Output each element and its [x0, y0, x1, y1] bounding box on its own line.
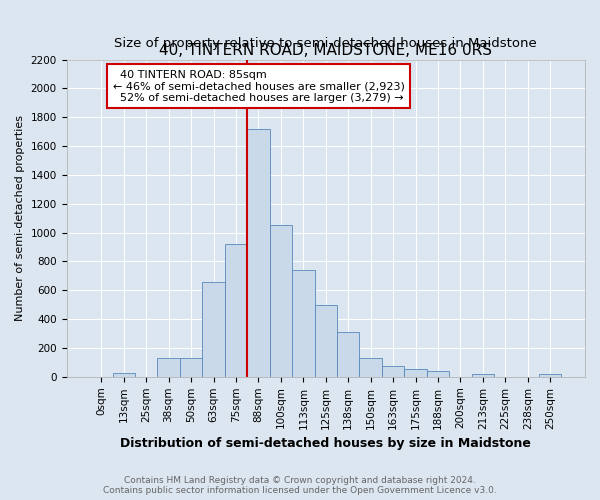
- Bar: [539, 374, 562, 377]
- Bar: [472, 374, 494, 377]
- Bar: [225, 244, 247, 377]
- Bar: [292, 270, 314, 377]
- Bar: [113, 373, 135, 377]
- Bar: [382, 366, 404, 377]
- Bar: [404, 369, 427, 377]
- Y-axis label: Number of semi-detached properties: Number of semi-detached properties: [15, 115, 25, 321]
- Bar: [427, 371, 449, 377]
- X-axis label: Distribution of semi-detached houses by size in Maidstone: Distribution of semi-detached houses by …: [121, 437, 531, 450]
- Text: Size of property relative to semi-detached houses in Maidstone: Size of property relative to semi-detach…: [115, 37, 537, 50]
- Text: 40 TINTERN ROAD: 85sqm
← 46% of semi-detached houses are smaller (2,923)
  52% o: 40 TINTERN ROAD: 85sqm ← 46% of semi-det…: [113, 70, 404, 103]
- Bar: [337, 332, 359, 377]
- Bar: [314, 304, 337, 377]
- Bar: [157, 358, 180, 377]
- Bar: [202, 282, 225, 377]
- Text: Contains HM Land Registry data © Crown copyright and database right 2024.
Contai: Contains HM Land Registry data © Crown c…: [103, 476, 497, 495]
- Title: 40, TINTERN ROAD, MAIDSTONE, ME16 0RS: 40, TINTERN ROAD, MAIDSTONE, ME16 0RS: [159, 44, 492, 59]
- Bar: [269, 226, 292, 377]
- Bar: [247, 129, 269, 377]
- Bar: [180, 358, 202, 377]
- Bar: [359, 358, 382, 377]
